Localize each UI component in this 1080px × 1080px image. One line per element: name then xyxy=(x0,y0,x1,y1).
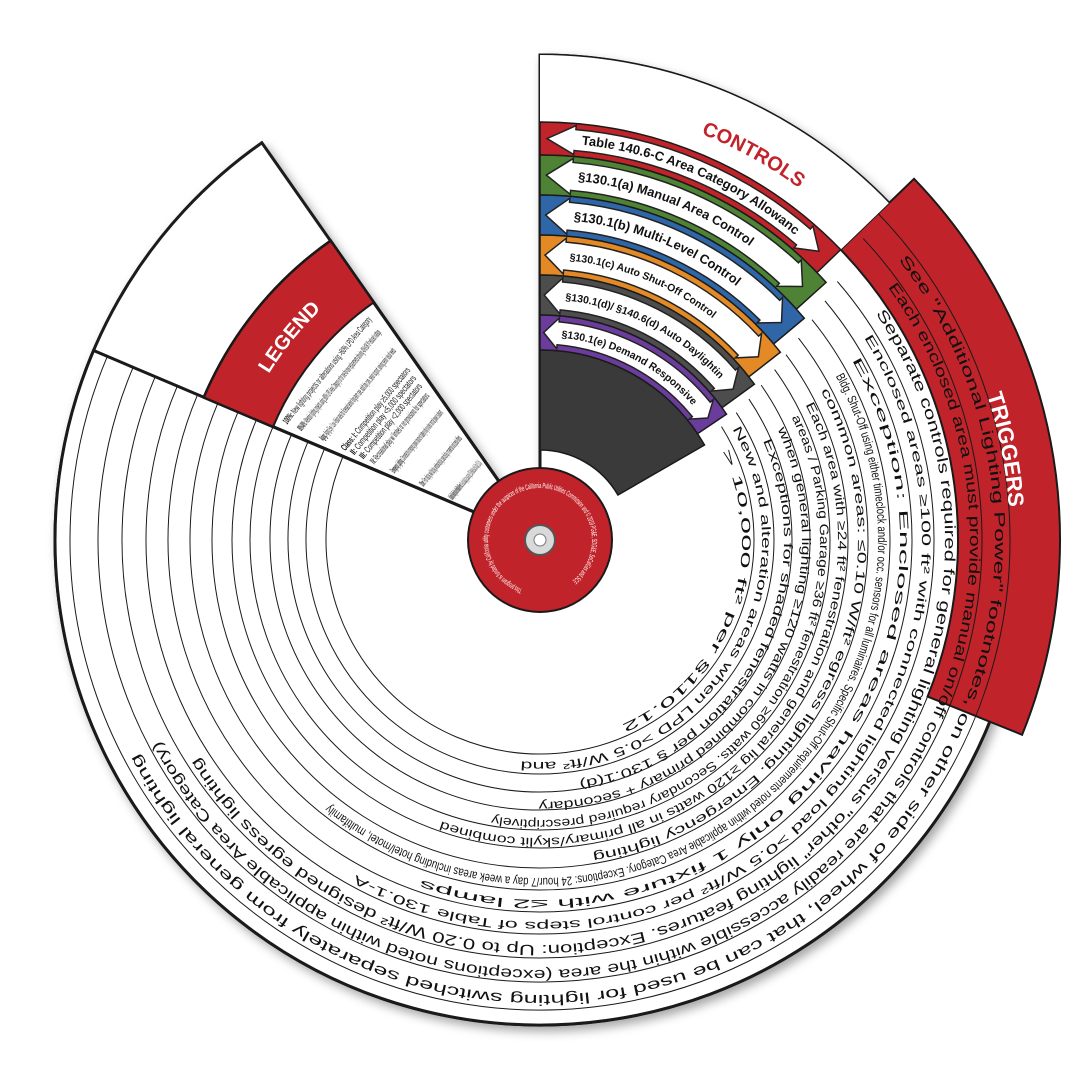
ring-divider xyxy=(97,238,983,983)
ring-divider xyxy=(325,426,755,755)
controls-core xyxy=(539,349,706,497)
control-arrow-3 xyxy=(544,196,784,324)
ring-divider xyxy=(167,300,913,913)
ring-divider xyxy=(211,337,869,869)
ring-divider xyxy=(69,213,1011,1011)
ring-divider xyxy=(231,354,849,849)
ring-divider xyxy=(145,281,935,935)
center-hub: This program is funded by California uti… xyxy=(467,467,613,613)
control-arrow-2 xyxy=(545,157,804,288)
legend-header-band xyxy=(202,239,376,429)
hub-hole xyxy=(533,533,547,547)
controls-rim xyxy=(540,55,889,250)
control-arrow-1 xyxy=(545,124,820,253)
ring-divider xyxy=(121,259,959,959)
ring-divider xyxy=(249,369,831,831)
legend-key: Other: xyxy=(417,478,429,489)
ring-divider xyxy=(305,412,775,775)
legend-key: IV: xyxy=(368,456,380,467)
ring-divider xyxy=(269,384,811,811)
ring-divider xyxy=(287,398,793,793)
ring-divider xyxy=(189,319,891,891)
control-arrow-5 xyxy=(543,276,740,393)
control-arrow-4 xyxy=(543,236,763,359)
control-arrow-6 xyxy=(542,315,715,421)
